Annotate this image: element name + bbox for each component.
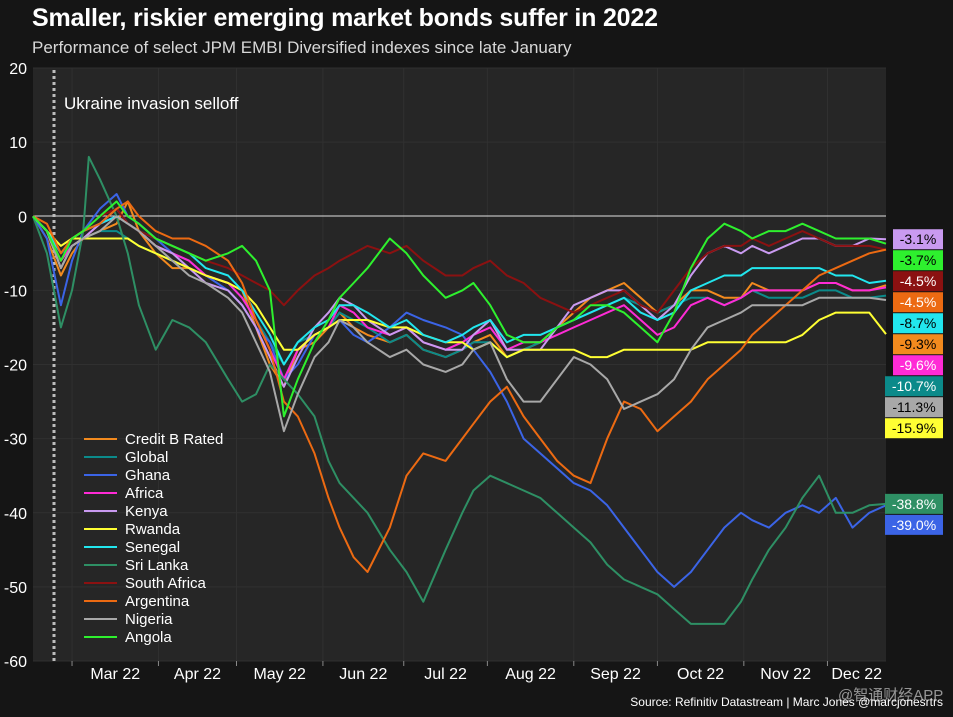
y-tick-label: -60: [4, 654, 27, 671]
end-label-box: [893, 271, 943, 292]
end-label-box: [885, 493, 943, 514]
legend-label: Angola: [125, 629, 172, 646]
x-tick-label: May 22: [253, 666, 306, 683]
end-label-box: [893, 355, 943, 376]
legend-label: Ghana: [125, 467, 171, 484]
chart-subtitle: Performance of select JPM EMBI Diversifi…: [32, 38, 572, 57]
x-tick-label: Nov 22: [760, 666, 811, 683]
x-tick-label: Jun 22: [339, 666, 387, 683]
end-label-value: -3.1%: [900, 231, 937, 247]
legend-label: Credit B Rated: [125, 431, 223, 448]
legend-label: South Africa: [125, 575, 207, 592]
invasion-annotation: Ukraine invasion selloff: [64, 94, 239, 113]
end-label-value: -9.3%: [900, 336, 937, 352]
end-label-box: [885, 397, 943, 418]
end-label-value: -11.3%: [892, 399, 935, 415]
end-label-box: [893, 292, 943, 313]
x-axis-ticks: Mar 22 Apr 22 May 22 Jun 22 Jul 22 Aug 22 Sep …: [71, 661, 882, 683]
legend-label: Kenya: [125, 503, 168, 520]
y-tick-label: -20: [4, 358, 27, 375]
series-line-argentina: [32, 200, 887, 573]
end-label-value: -15.9%: [892, 420, 936, 436]
end-label-box: [893, 229, 943, 250]
x-tick-label: Sep 22: [590, 666, 641, 683]
y-tick-label: -30: [4, 432, 27, 449]
series-lines: [32, 155, 887, 625]
legend-label: Rwanda: [125, 521, 181, 538]
end-label-box: [885, 376, 943, 397]
end-label-value: -3.7%: [900, 252, 937, 268]
end-label-value: -9.6%: [900, 357, 937, 373]
series-line-sri-lanka: [32, 155, 887, 625]
y-tick-label: 0: [18, 209, 27, 226]
y-axis-ticks: 20 10 0 -10 -20 -30 -40 -50 -60: [4, 61, 27, 671]
x-tick-label: Mar 22: [90, 666, 140, 683]
y-tick-label: -40: [4, 506, 27, 523]
legend-label: Senegal: [125, 539, 180, 556]
end-label-value: -8.7%: [900, 315, 937, 331]
legend-label: Nigeria: [125, 611, 173, 628]
legend: Credit B RatedGlobalGhanaAfricaKenyaRwan…: [84, 431, 223, 646]
end-label-box: [893, 250, 943, 271]
chart-title: Smaller, riskier emerging market bonds s…: [32, 4, 658, 32]
series-line-angola: [32, 200, 887, 418]
gridlines: [33, 67, 886, 662]
source-note: Source: Refinitiv Datastream | Marc Jone…: [630, 695, 943, 709]
legend-label: Africa: [125, 485, 164, 502]
legend-label: Argentina: [125, 593, 190, 610]
end-label-value: -10.7%: [892, 378, 936, 394]
watermark: @智通财经APP: [838, 687, 944, 704]
end-label-box: [885, 514, 943, 535]
x-tick-label: Aug 22: [505, 666, 556, 683]
y-tick-label: 20: [9, 61, 27, 78]
end-label-box: [893, 334, 943, 355]
end-label-value: -38.8%: [892, 496, 936, 512]
series-line-nigeria: [32, 215, 887, 433]
x-tick-label: Jul 22: [424, 666, 467, 683]
legend-label: Sri Lanka: [125, 557, 189, 574]
end-label-box: [893, 313, 943, 334]
legend-label: Global: [125, 449, 168, 466]
y-tick-label: 10: [9, 135, 27, 152]
end-value-labels: -3.1% -3.7% -4.5% -4.5% -8.7% -9.3% -9.6% -10.7…: [885, 229, 943, 535]
y-tick-label: -50: [4, 580, 27, 597]
x-tick-label: Dec 22: [831, 666, 882, 683]
end-label-value: -39.0%: [892, 517, 936, 533]
y-tick-label: -10: [4, 283, 27, 300]
end-label-value: -4.5%: [900, 273, 937, 289]
end-label-value: -4.5%: [900, 294, 937, 310]
x-tick-label: Oct 22: [677, 666, 724, 683]
end-label-box: [885, 418, 943, 439]
x-tick-label: Apr 22: [174, 666, 221, 683]
